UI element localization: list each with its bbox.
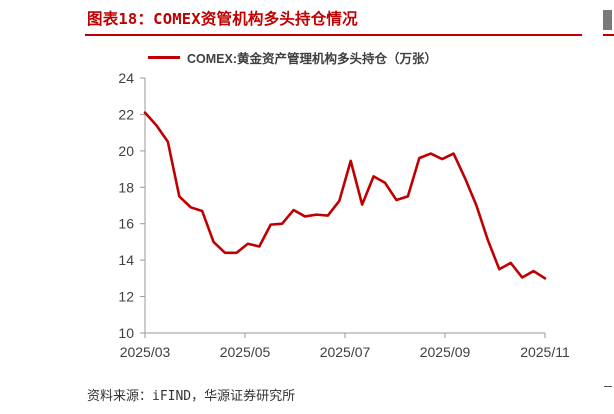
data-point bbox=[509, 262, 512, 265]
data-point bbox=[178, 195, 181, 198]
data-point bbox=[258, 245, 261, 248]
data-point bbox=[224, 252, 227, 255]
data-point bbox=[338, 200, 341, 203]
data-point bbox=[167, 140, 170, 143]
data-point bbox=[327, 214, 330, 217]
data-point bbox=[384, 181, 387, 184]
chart-legend: COMEX:黄金资产管理机构多头持仓（万张） bbox=[148, 48, 437, 67]
data-point bbox=[269, 223, 272, 226]
data-point bbox=[532, 270, 535, 273]
title-underline bbox=[85, 34, 582, 36]
data-point bbox=[429, 152, 432, 155]
data-point bbox=[315, 213, 318, 216]
y-tick-label: 12 bbox=[118, 289, 134, 305]
next-figure-edge-line bbox=[603, 34, 614, 36]
data-point bbox=[292, 209, 295, 212]
data-point bbox=[475, 204, 478, 207]
data-point bbox=[361, 203, 364, 206]
x-tick-label: 2025/05 bbox=[220, 344, 271, 360]
y-tick-label: 10 bbox=[118, 325, 134, 341]
x-axis: 2025/03 2025/05 2025/07 2025/09 2025/11 bbox=[120, 332, 570, 360]
x-tick-label: 2025/03 bbox=[120, 344, 171, 360]
series-line-0 bbox=[143, 111, 547, 280]
next-figure-edge-mark bbox=[603, 10, 612, 30]
data-point bbox=[201, 210, 204, 213]
data-point bbox=[349, 160, 352, 163]
figure-title: 图表18：COMEX资管机构多头持仓情况 bbox=[87, 10, 358, 28]
data-point bbox=[407, 195, 410, 198]
data-point bbox=[498, 268, 501, 271]
y-tick-label: 22 bbox=[118, 106, 134, 122]
legend-label: COMEX:黄金资产管理机构多头持仓（万张） bbox=[187, 52, 438, 66]
data-point bbox=[487, 239, 490, 242]
data-point bbox=[452, 152, 455, 155]
data-point bbox=[418, 157, 421, 160]
data-point bbox=[144, 111, 147, 114]
source-note: 资料来源：iFIND，华源证券研究所 bbox=[87, 389, 296, 404]
data-point bbox=[235, 252, 238, 255]
data-point bbox=[395, 199, 398, 202]
data-point bbox=[464, 177, 467, 180]
data-point bbox=[544, 277, 547, 280]
data-point bbox=[155, 124, 158, 127]
y-tick-label: 14 bbox=[118, 252, 134, 268]
data-point bbox=[521, 276, 524, 279]
y-tick-label: 24 bbox=[118, 70, 134, 86]
data-point bbox=[189, 206, 192, 209]
y-axis: 10 12 14 16 18 20 22 24 bbox=[118, 70, 146, 341]
series-layer bbox=[143, 111, 547, 280]
data-point bbox=[281, 222, 284, 225]
next-figure-edge-foot bbox=[604, 386, 612, 387]
legend-swatch bbox=[148, 56, 180, 59]
x-tick-label: 2025/07 bbox=[320, 344, 371, 360]
data-point bbox=[212, 241, 215, 244]
y-tick-label: 20 bbox=[118, 143, 134, 159]
y-tick-label: 18 bbox=[118, 179, 134, 195]
x-tick-label: 2025/09 bbox=[420, 344, 471, 360]
data-point bbox=[372, 175, 375, 178]
data-point bbox=[304, 215, 307, 218]
x-tick-label: 2025/11 bbox=[520, 344, 570, 360]
data-point bbox=[247, 242, 250, 245]
data-point bbox=[441, 158, 444, 161]
y-tick-label: 16 bbox=[118, 216, 134, 232]
